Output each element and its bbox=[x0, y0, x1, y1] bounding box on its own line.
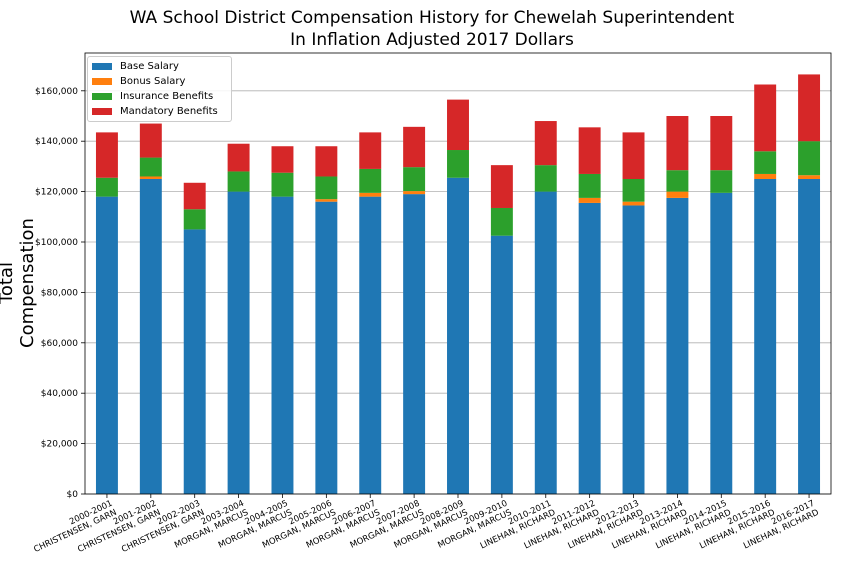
bar-insurance-benefits bbox=[754, 151, 777, 174]
bar-mandatory-benefits bbox=[622, 132, 645, 179]
legend-label: Bonus Salary bbox=[120, 76, 186, 87]
y-tick-label: $160,000 bbox=[35, 87, 78, 97]
bar-base-salary bbox=[139, 179, 162, 494]
chart-title: WA School District Compensation History … bbox=[129, 8, 735, 28]
legend-swatch bbox=[92, 78, 112, 85]
bar-base-salary bbox=[534, 191, 557, 494]
bar-mandatory-benefits bbox=[710, 116, 733, 171]
bar-bonus-salary bbox=[754, 173, 777, 179]
legend-item: Bonus Salary bbox=[92, 74, 227, 89]
bar-base-salary bbox=[271, 196, 294, 494]
legend-swatch bbox=[92, 63, 112, 70]
bar-base-salary bbox=[578, 202, 601, 494]
y-tick-label: $80,000 bbox=[41, 288, 78, 298]
bar-insurance-benefits bbox=[490, 207, 513, 236]
bar-base-salary bbox=[95, 196, 118, 494]
bar-insurance-benefits bbox=[139, 157, 162, 177]
legend: Base Salary Bonus Salary Insurance Benefit… bbox=[87, 56, 232, 122]
bar-base-salary bbox=[490, 235, 513, 494]
bar-insurance-benefits bbox=[622, 179, 645, 202]
bar-base-salary bbox=[798, 179, 821, 494]
bar-mandatory-benefits bbox=[798, 74, 821, 142]
bar-base-salary bbox=[666, 197, 689, 494]
bar-bonus-salary bbox=[578, 197, 601, 203]
legend-item: Insurance Benefits bbox=[92, 89, 227, 104]
bar-base-salary bbox=[183, 229, 206, 494]
legend-item: Base Salary bbox=[92, 59, 227, 74]
bar-insurance-benefits bbox=[359, 168, 382, 193]
bar-insurance-benefits bbox=[666, 170, 689, 192]
bar-base-salary bbox=[710, 192, 733, 495]
bar-mandatory-benefits bbox=[315, 146, 338, 177]
legend-label: Mandatory Benefits bbox=[120, 106, 218, 117]
y-tick-label: $140,000 bbox=[35, 137, 78, 147]
bar-mandatory-benefits bbox=[534, 121, 557, 166]
legend-swatch bbox=[92, 93, 112, 100]
bar-mandatory-benefits bbox=[490, 165, 513, 208]
legend-swatch bbox=[92, 108, 112, 115]
bar-insurance-benefits bbox=[447, 150, 469, 178]
y-tick-label: $100,000 bbox=[35, 238, 78, 248]
bar-insurance-benefits bbox=[227, 171, 250, 192]
bar-insurance-benefits bbox=[95, 177, 118, 197]
bar-insurance-benefits bbox=[534, 165, 557, 192]
bar-mandatory-benefits bbox=[359, 132, 382, 169]
bar-insurance-benefits bbox=[578, 173, 601, 198]
bar-bonus-salary bbox=[315, 199, 338, 202]
bar-mandatory-benefits bbox=[447, 99, 469, 151]
bar-bonus-salary bbox=[798, 175, 821, 179]
bar-base-salary bbox=[227, 191, 250, 494]
bar-mandatory-benefits bbox=[227, 143, 250, 172]
legend-item: Mandatory Benefits bbox=[92, 104, 227, 119]
y-tick-label: $20,000 bbox=[41, 440, 78, 450]
bar-base-salary bbox=[403, 194, 426, 494]
bar-bonus-salary bbox=[622, 201, 645, 206]
bar-insurance-benefits bbox=[271, 172, 294, 197]
bar-bonus-salary bbox=[359, 192, 382, 197]
y-tick-label: $60,000 bbox=[41, 339, 78, 349]
bar-base-salary bbox=[359, 196, 382, 494]
bar-bonus-salary bbox=[139, 176, 162, 179]
bar-base-salary bbox=[315, 201, 338, 494]
axes-frame bbox=[84, 52, 832, 495]
bar-insurance-benefits bbox=[403, 167, 426, 192]
bar-base-salary bbox=[447, 177, 469, 495]
y-tick-label: $0 bbox=[67, 490, 79, 500]
chart-subtitle: In Inflation Adjusted 2017 Dollars bbox=[290, 30, 574, 50]
bar-mandatory-benefits bbox=[403, 126, 426, 168]
bar-bonus-salary bbox=[666, 191, 689, 198]
legend-label: Base Salary bbox=[120, 61, 179, 72]
bar-mandatory-benefits bbox=[95, 132, 118, 178]
bar-mandatory-benefits bbox=[271, 146, 294, 173]
bar-base-salary bbox=[622, 205, 645, 494]
y-tick-label: $120,000 bbox=[35, 188, 78, 198]
bar-mandatory-benefits bbox=[666, 116, 689, 171]
bar-insurance-benefits bbox=[798, 141, 821, 176]
bar-mandatory-benefits bbox=[754, 84, 777, 152]
bar-bonus-salary bbox=[403, 191, 426, 195]
bar-base-salary bbox=[754, 179, 777, 494]
bar-mandatory-benefits bbox=[183, 182, 206, 210]
bar-mandatory-benefits bbox=[139, 123, 162, 158]
bar-insurance-benefits bbox=[183, 209, 206, 230]
bar-mandatory-benefits bbox=[578, 127, 601, 174]
legend-label: Insurance Benefits bbox=[120, 91, 214, 102]
y-tick-label: $40,000 bbox=[41, 389, 78, 399]
bar-insurance-benefits bbox=[710, 170, 733, 193]
bar-insurance-benefits bbox=[315, 176, 338, 200]
